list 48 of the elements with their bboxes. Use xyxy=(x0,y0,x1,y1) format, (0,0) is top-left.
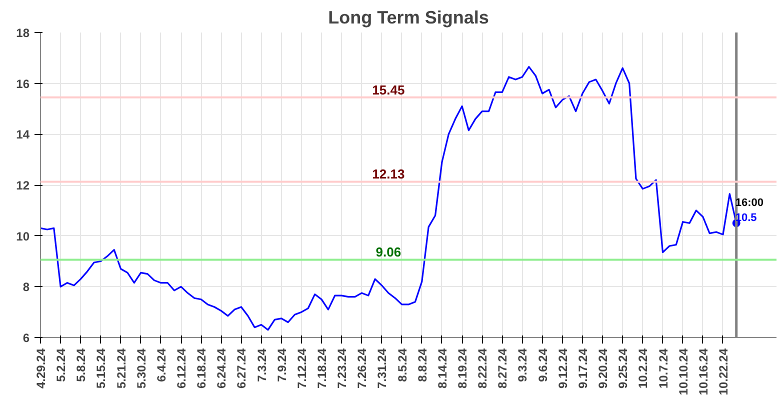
x-tick-label: 7.18.24 xyxy=(315,348,330,389)
x-tick-label: 10.2.24 xyxy=(636,348,650,389)
annotation: 16:00 xyxy=(735,197,764,210)
x-tick-label: 8.8.24 xyxy=(415,348,430,382)
x-tick-label: 5.21.24 xyxy=(114,348,128,389)
y-tick-label: 6 xyxy=(22,331,30,345)
x-tick-label: 8.5.24 xyxy=(395,348,410,382)
x-tick-label: 7.26.24 xyxy=(355,348,370,389)
ref-line-label: 9.06 xyxy=(376,244,402,260)
y-tick-label: 8 xyxy=(22,280,30,294)
x-tick-label: 10.7.24 xyxy=(656,348,670,389)
x-tick-label: 9.6.24 xyxy=(536,348,550,382)
x-tick-label: 6.27.24 xyxy=(234,348,249,389)
x-tick-label: 8.14.24 xyxy=(435,348,450,389)
x-tick-label: 10.10.24 xyxy=(676,348,690,396)
x-tick-label: 6.12.24 xyxy=(174,348,189,389)
x-tick-label: 6.24.24 xyxy=(214,348,229,389)
x-tick-label: 9.12.24 xyxy=(556,348,570,389)
x-tick-label: 8.22.24 xyxy=(476,348,490,389)
x-tick-label: 5.8.24 xyxy=(74,348,88,382)
x-tick-label: 7.9.24 xyxy=(274,348,289,382)
annotation: 10.5 xyxy=(735,212,757,224)
x-tick-label: 5.30.24 xyxy=(134,348,148,389)
x-tick-label: 8.27.24 xyxy=(496,348,510,389)
y-tick-label: 16 xyxy=(16,76,30,91)
x-tick-label: 9.20.24 xyxy=(596,348,610,389)
x-tick-label: 6.18.24 xyxy=(194,348,209,389)
x-tick-label: 4.29.24 xyxy=(34,348,48,389)
x-tick-label: 9.17.24 xyxy=(576,348,590,389)
ref-line-label: 12.13 xyxy=(372,166,405,182)
x-tick-label: 5.2.24 xyxy=(54,348,68,382)
y-tick-label: 18 xyxy=(16,26,30,40)
x-tick-label: 5.15.24 xyxy=(94,348,108,389)
ref-line-label: 15.45 xyxy=(372,82,405,98)
x-tick-label: 6.4.24 xyxy=(154,348,168,382)
x-tick-label: 9.25.24 xyxy=(616,348,630,389)
x-tick-label: 7.31.24 xyxy=(375,348,390,389)
y-tick-label: 14 xyxy=(16,128,30,142)
y-tick-label: 12 xyxy=(16,178,30,192)
x-tick-label: 7.3.24 xyxy=(254,348,269,382)
x-tick-label: 10.22.24 xyxy=(716,348,730,396)
x-tick-label: 8.19.24 xyxy=(456,348,470,389)
x-tick-label: 7.23.24 xyxy=(335,348,350,389)
x-tick-label: 9.3.24 xyxy=(516,348,530,382)
x-tick-label: 10.16.24 xyxy=(696,348,710,396)
chart-title: Long Term Signals xyxy=(328,8,489,28)
y-tick-label: 10 xyxy=(16,229,30,244)
x-tick-label: 7.12.24 xyxy=(294,348,309,389)
